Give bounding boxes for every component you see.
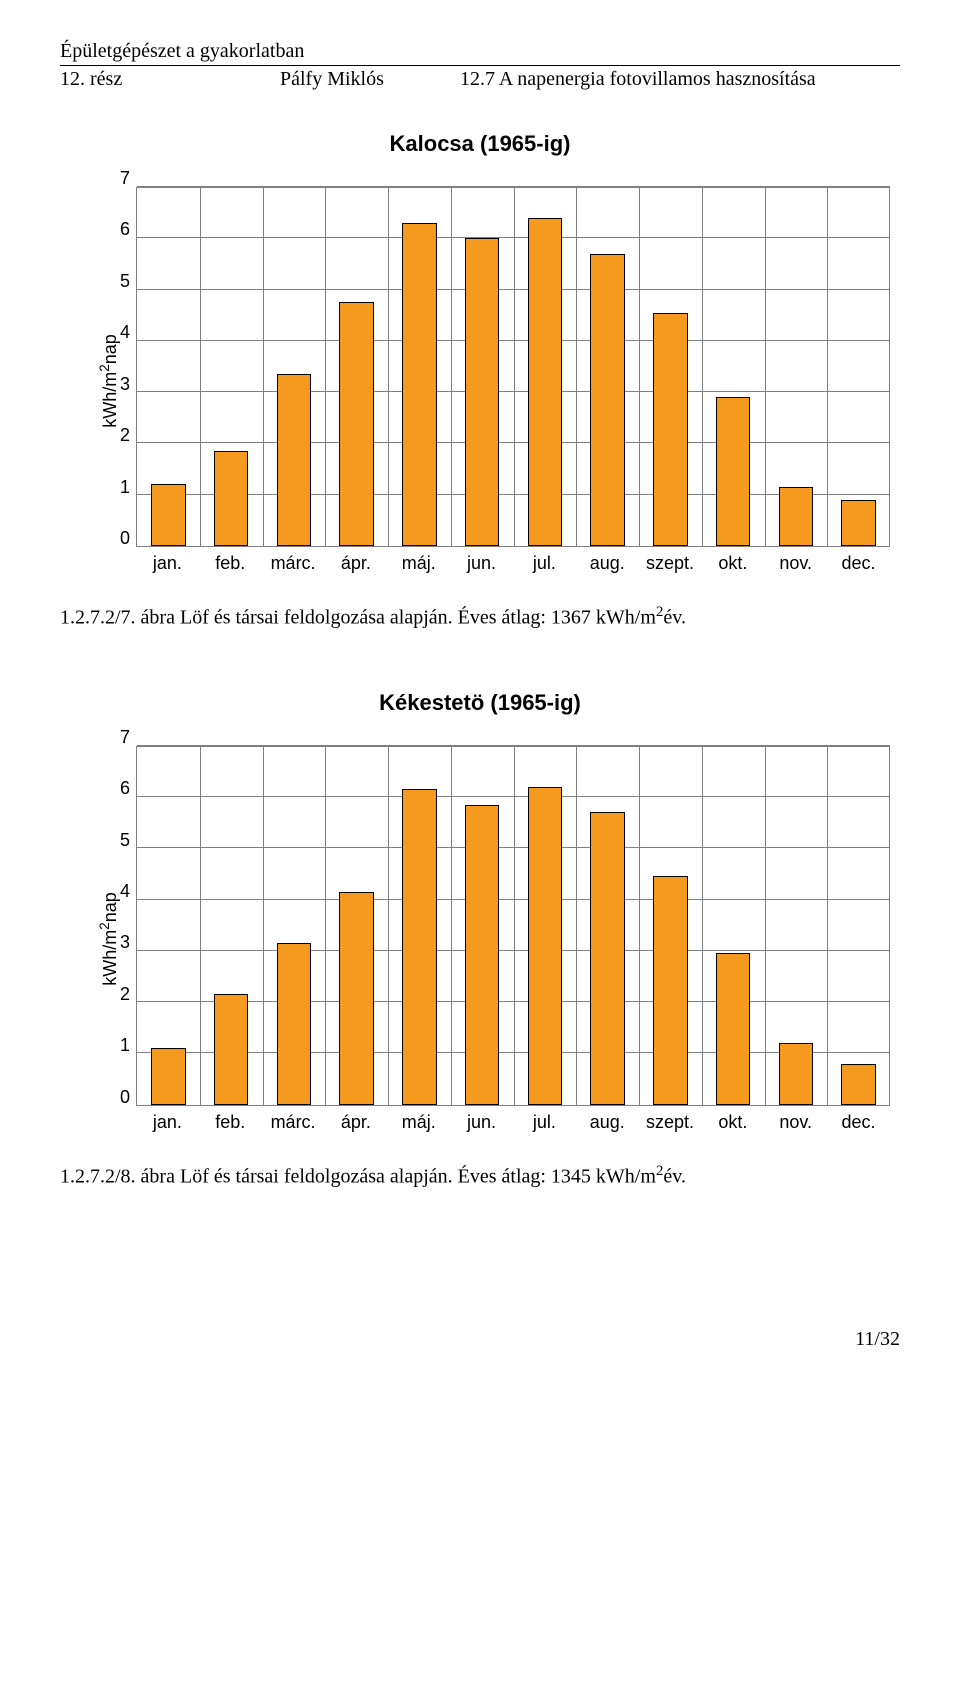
doc-header-line1: Épületgépészet a gyakorlatban (60, 40, 900, 63)
chart1-xtick: szept. (639, 547, 702, 574)
chart1-bar-slot (137, 187, 200, 546)
chart1-bar-slot (200, 187, 263, 546)
chart1-plot-area (136, 187, 890, 547)
chart2-xtick: feb. (199, 1106, 262, 1133)
chart1-bar-slot (702, 187, 765, 546)
chart2-xtick: márc. (262, 1106, 325, 1133)
chart2-xtick: okt. (701, 1106, 764, 1133)
chart2-bar-slot (639, 746, 702, 1105)
chart2-bar-slot (451, 746, 514, 1105)
chart2-bar-slot (827, 746, 890, 1105)
chart1-x-ticks: jan.feb.márc.ápr.máj.jun.jul.aug.szept.o… (136, 547, 890, 574)
chart2-bar-slot (514, 746, 577, 1105)
header-author: Pálfy Miklós (280, 68, 460, 91)
chart1-y-label: kWh/m2nap (97, 334, 121, 428)
chart2-bar-slot (263, 746, 326, 1105)
chart2-bar (151, 1048, 186, 1104)
chart2-bar (528, 787, 563, 1105)
chart2-bar (779, 1043, 814, 1105)
chart2-bar-slot (388, 746, 451, 1105)
page: Épületgépészet a gyakorlatban 12. rész P… (0, 0, 960, 1391)
chart2-bar-slot (765, 746, 828, 1105)
chart1-bar-slot (451, 187, 514, 546)
chart2-bar (590, 812, 625, 1104)
chart-kekesteto: Kékestetö (1965-ig) kWh/m2nap 01234567 j… (60, 690, 900, 1189)
chart2-xtick: jun. (450, 1106, 513, 1133)
chart1-xtick: feb. (199, 547, 262, 574)
chart1-bar (590, 254, 625, 546)
chart2-bar (465, 805, 500, 1105)
chart2-xtick: dec. (827, 1106, 890, 1133)
chart2-xtick: nov. (764, 1106, 827, 1133)
chart1-title: Kalocsa (1965-ig) (60, 131, 900, 157)
chart1-xtick: okt. (701, 547, 764, 574)
chart1-bar-slot (765, 187, 828, 546)
chart2-bar (277, 943, 312, 1105)
chart2-bar (402, 789, 437, 1104)
chart2-xtick: szept. (639, 1106, 702, 1133)
chart1-xtick: jun. (450, 547, 513, 574)
header-right: 12.7 A napenergia fotovillamos hasznosít… (460, 68, 900, 91)
doc-header-row: 12. rész Pálfy Miklós 12.7 A napenergia … (60, 68, 900, 91)
chart-kalocsa: Kalocsa (1965-ig) kWh/m2nap 01234567 jan… (60, 131, 900, 630)
chart1-bar (653, 313, 688, 546)
chart1-bar (465, 238, 500, 546)
chart2-title: Kékestetö (1965-ig) (60, 690, 900, 716)
chart2-xtick: aug. (576, 1106, 639, 1133)
chart1-xtick: máj. (387, 547, 450, 574)
chart1-xtick: jan. (136, 547, 199, 574)
chart2-plot-area (136, 746, 890, 1106)
chart1-xtick: jul. (513, 547, 576, 574)
chart1-xtick: ápr. (324, 547, 387, 574)
page-footer: 11/32 (60, 1328, 900, 1351)
chart1-xtick: dec. (827, 547, 890, 574)
chart2-x-ticks: jan.feb.márc.ápr.máj.jun.jul.aug.szept.o… (136, 1106, 890, 1133)
chart2-bar (214, 994, 249, 1104)
chart2-bar-slot (200, 746, 263, 1105)
chart2-y-label: kWh/m2nap (97, 892, 121, 986)
chart2-bar (716, 953, 751, 1104)
chart1-bar (528, 218, 563, 546)
chart2-bar-slot (325, 746, 388, 1105)
chart1-bar (841, 500, 876, 546)
chart2-bar (841, 1064, 876, 1105)
chart1-bar-slot (827, 187, 890, 546)
chart2-bar (653, 876, 688, 1104)
chart1-bar (277, 374, 312, 546)
chart2-bar-slot (576, 746, 639, 1105)
chart2-bar-slot (702, 746, 765, 1105)
chart1-bar-slot (514, 187, 577, 546)
chart2-caption: 1.2.7.2/8. ábra Löf és társai feldolgozá… (60, 1163, 900, 1189)
chart1-bar-slot (576, 187, 639, 546)
chart2-wrap: kWh/m2nap 01234567 jan.feb.márc.ápr.máj.… (110, 746, 890, 1133)
header-rule (60, 65, 900, 66)
chart2-bar-slot (137, 746, 200, 1105)
chart1-xtick: nov. (764, 547, 827, 574)
chart2-xtick: máj. (387, 1106, 450, 1133)
chart1-bar (214, 451, 249, 546)
chart1-bar (716, 397, 751, 546)
chart1-bar (779, 487, 814, 546)
chart2-bar (339, 892, 374, 1105)
chart1-bar-slot (388, 187, 451, 546)
chart1-wrap: kWh/m2nap 01234567 jan.feb.márc.ápr.máj.… (110, 187, 890, 574)
chart1-bar (339, 302, 374, 546)
chart1-xtick: aug. (576, 547, 639, 574)
chart1-bar (402, 223, 437, 546)
chart1-bar-slot (639, 187, 702, 546)
chart1-xtick: márc. (262, 547, 325, 574)
chart1-caption: 1.2.7.2/7. ábra Löf és társai feldolgozá… (60, 604, 900, 630)
chart2-xtick: jul. (513, 1106, 576, 1133)
chart1-bar-slot (263, 187, 326, 546)
chart2-xtick: ápr. (324, 1106, 387, 1133)
chart2-xtick: jan. (136, 1106, 199, 1133)
chart1-bar-slot (325, 187, 388, 546)
header-left: 12. rész (60, 68, 280, 91)
chart1-bar (151, 484, 186, 546)
